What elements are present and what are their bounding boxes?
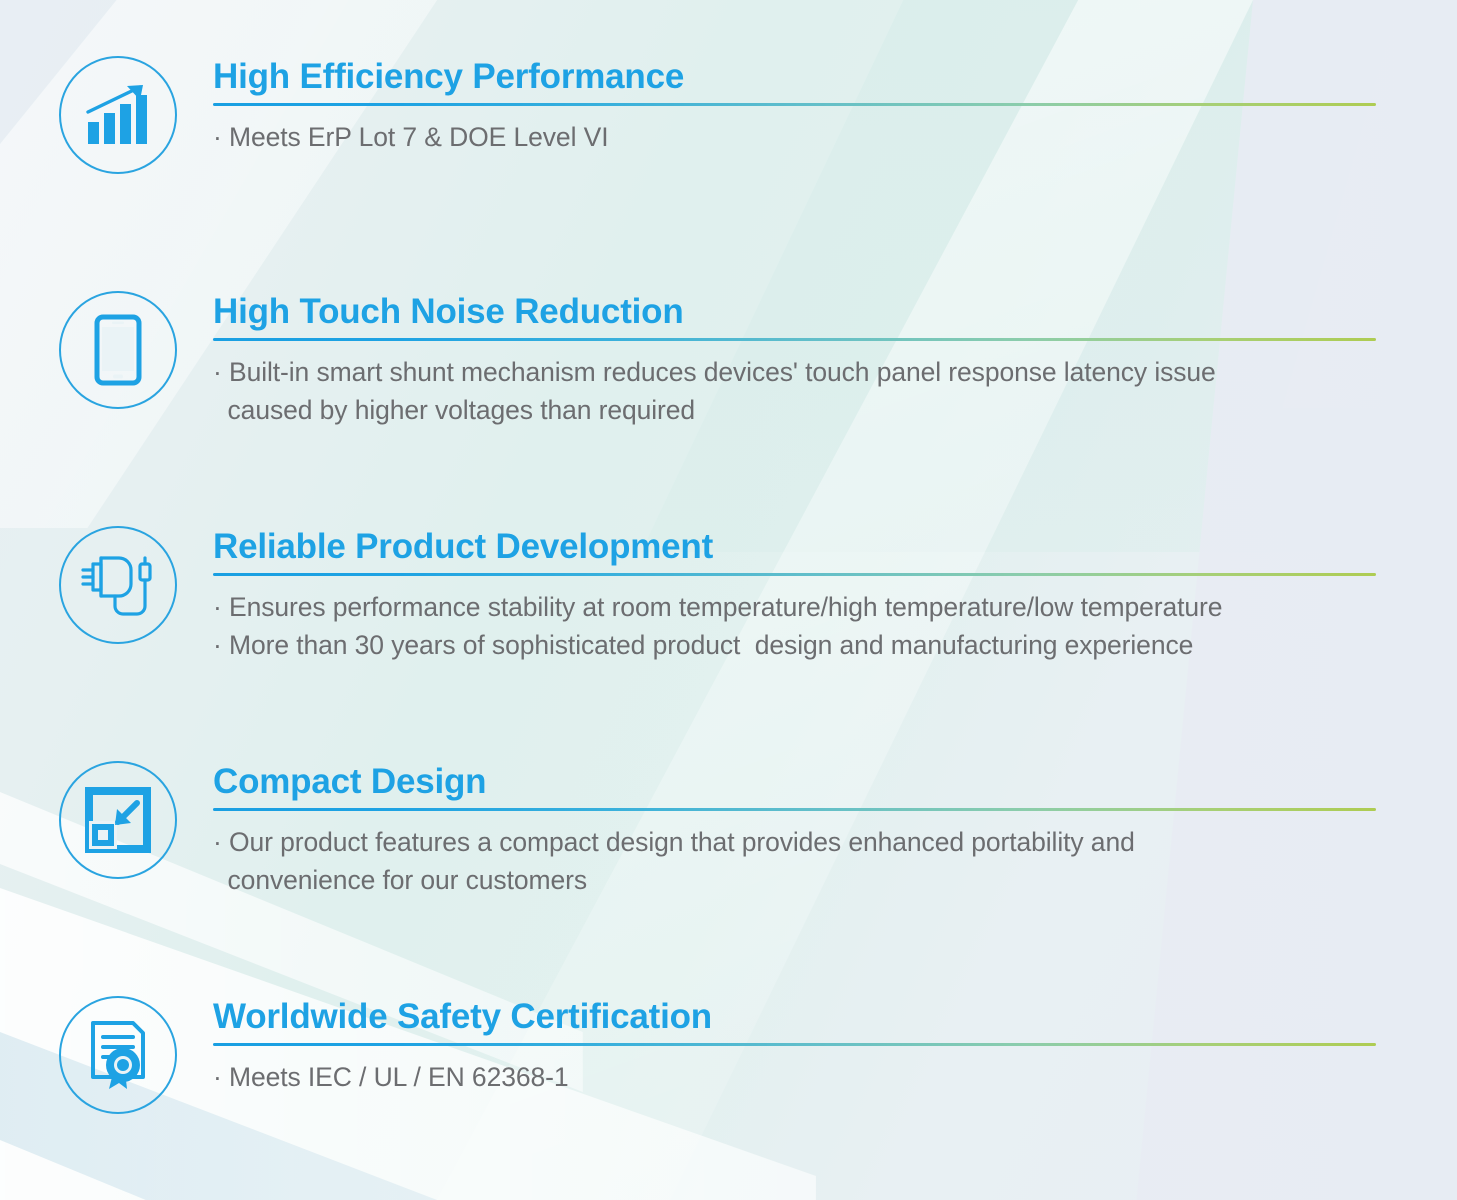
feature-bullets: · Ensures performance stability at room … [213, 588, 1378, 664]
compact-resize-icon [59, 761, 177, 879]
feature-title: High Efficiency Performance [213, 57, 685, 96]
feature-bullet: · Meets IEC / UL / EN 62368-1 [213, 1062, 569, 1092]
bar-chart-growth-icon [59, 56, 177, 174]
feature-body: High Touch Noise Reduction · Built-in sm… [213, 291, 1378, 429]
feature-icon-wrap [59, 996, 177, 1114]
feature-icon-wrap [59, 761, 177, 879]
feature-title: Worldwide Safety Certification [213, 997, 712, 1036]
feature-bullet: convenience for our customers [213, 865, 588, 895]
feature-bullet: · Our product features a compact design … [213, 827, 1135, 857]
feature-bullets: · Meets IEC / UL / EN 62368-1 [213, 1058, 1378, 1096]
feature-bullets: · Our product features a compact design … [213, 823, 1378, 899]
feature-divider [213, 1043, 1376, 1046]
feature-bullet: · Meets ErP Lot 7 & DOE Level VI [213, 122, 609, 152]
feature-title: Compact Design [213, 762, 487, 801]
feature-body: High Efficiency Performance · Meets ErP … [213, 56, 1378, 156]
feature-icon-wrap [59, 526, 177, 644]
feature-divider [213, 338, 1376, 341]
feature-title: Reliable Product Development [213, 527, 714, 566]
power-adapter-icon [59, 526, 177, 644]
feature-body: Reliable Product Development · Ensures p… [213, 526, 1378, 664]
feature-body: Compact Design · Our product features a … [213, 761, 1378, 899]
feature-bullet: · Ensures performance stability at room … [213, 592, 1223, 622]
feature-title: High Touch Noise Reduction [213, 292, 684, 331]
feature-bullet: · More than 30 years of sophisticated pr… [213, 630, 1194, 660]
feature-icon-wrap [59, 56, 177, 174]
certificate-award-icon [59, 996, 177, 1114]
smartphone-icon [59, 291, 177, 409]
feature-icon-wrap [59, 291, 177, 409]
feature-bullet: · Built-in smart shunt mechanism reduces… [213, 357, 1216, 387]
feature-body: Worldwide Safety Certification · Meets I… [213, 996, 1378, 1096]
feature-bullet: caused by higher voltages than required [213, 395, 696, 425]
feature-bullets: · Built-in smart shunt mechanism reduces… [213, 353, 1378, 429]
feature-divider [213, 103, 1376, 106]
feature-divider [213, 808, 1376, 811]
feature-bullets: · Meets ErP Lot 7 & DOE Level VI [213, 118, 1378, 156]
feature-divider [213, 573, 1376, 576]
